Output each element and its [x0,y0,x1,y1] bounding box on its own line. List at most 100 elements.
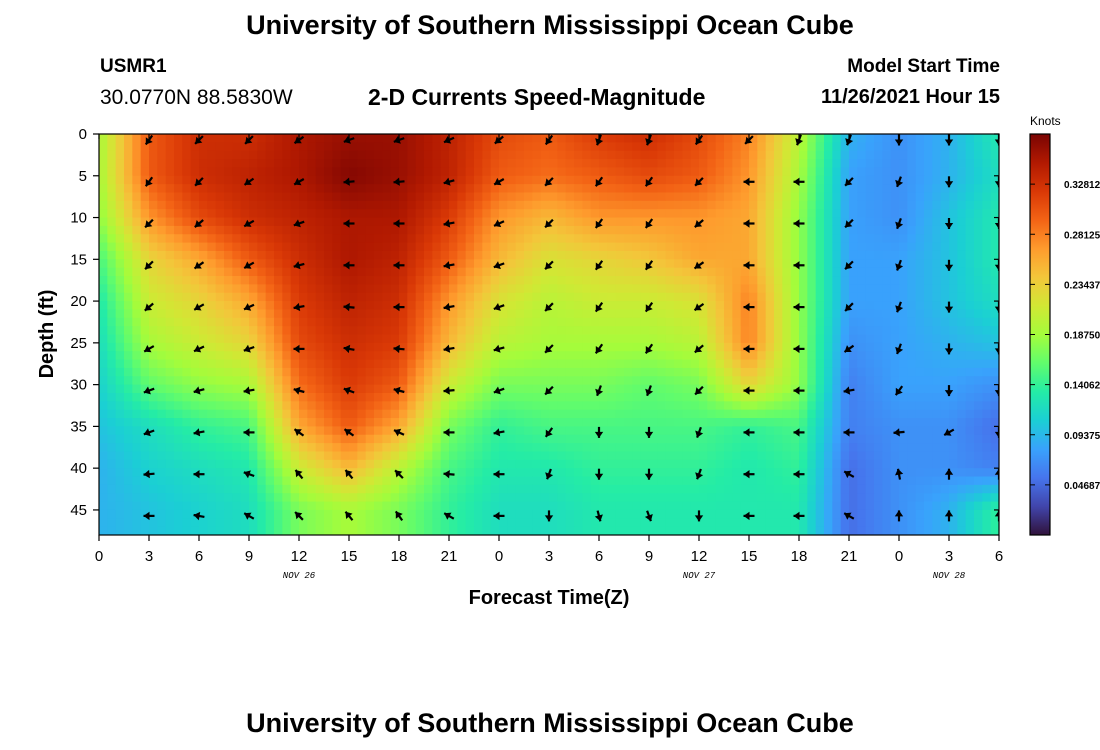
heatmap-cell [632,351,642,361]
heatmap-cell [107,225,117,235]
heatmap-cell [440,451,450,461]
heatmap-cell [915,443,925,453]
heatmap-cell [174,276,183,285]
heatmap-cell [215,367,225,377]
heatmap-cell [699,184,708,194]
heatmap-cell [915,242,925,252]
heatmap-cell [149,409,158,419]
heatmap-cell [490,451,500,461]
heatmap-cell [815,342,825,352]
heatmap-cell [457,192,467,202]
heatmap-cell [132,518,142,528]
heatmap-cell [332,284,342,294]
heatmap-cell [549,493,558,503]
heatmap-cell [340,175,350,185]
heatmap-cell [874,334,883,344]
heatmap-cell [757,459,767,469]
heatmap-cell [140,409,150,419]
heatmap-cell [607,409,617,419]
heatmap-cell [407,301,417,311]
heatmap-cell [974,418,983,427]
heatmap-cell [449,418,458,427]
heatmap-cell [482,259,492,269]
heatmap-cell [799,267,808,277]
heatmap-cell [440,259,450,269]
heatmap-cell [115,451,125,461]
heatmap-cell [590,342,600,352]
heatmap-cell [974,493,983,503]
heatmap-cell [940,334,950,344]
heatmap-cell [632,267,642,277]
heatmap-cell [490,401,500,411]
heatmap-cell [599,225,608,235]
heatmap-cell [674,234,683,244]
heatmap-cell [757,217,767,227]
heatmap-cell [357,267,367,277]
heatmap-cell [940,142,950,152]
heatmap-cell [382,468,392,478]
heatmap-cell [932,342,942,352]
heatmap-cell [482,142,492,152]
heatmap-cell [99,484,108,494]
heatmap-cell [865,225,875,235]
heatmap-cell [657,476,667,486]
heatmap-cell [315,225,325,235]
heatmap-cell [690,409,700,419]
heatmap-cell [465,134,475,143]
heatmap-cell [407,250,417,260]
heatmap-cell [882,234,892,244]
heatmap-cell [390,200,400,210]
heatmap-cell [824,401,833,411]
heatmap-cell [815,225,825,235]
heatmap-cell [765,392,775,402]
heatmap-cell [190,309,200,319]
heatmap-cell [449,459,458,469]
heatmap-cell [532,376,542,386]
heatmap-cell [157,484,167,494]
heatmap-cell [774,384,783,394]
heatmap-cell [649,476,658,486]
heatmap-cell [465,242,475,252]
heatmap-cell [849,134,858,143]
heatmap-cell [599,509,608,519]
heatmap-cell [140,284,150,294]
heatmap-cell [932,284,942,294]
heatmap-cell [349,493,358,503]
heatmap-cell [565,384,575,394]
heatmap-cell [924,334,933,344]
heatmap-cell [240,309,250,319]
heatmap-cell [482,367,492,377]
heatmap-cell [390,167,400,177]
heatmap-cell [899,292,908,302]
heatmap-cell [365,459,375,469]
heatmap-cell [199,459,208,469]
heatmap-cell [290,284,300,294]
heatmap-cell [582,284,592,294]
heatmap-cell [240,167,250,177]
heatmap-cell [482,409,492,419]
heatmap-cell [490,242,500,252]
heatmap-cell [757,134,767,143]
heatmap-cell [899,167,908,177]
heatmap-cell [682,192,692,202]
heatmap-cell [724,142,733,152]
heatmap-cell [557,217,567,227]
heatmap-cell [932,192,942,202]
heatmap-cell [515,501,525,511]
heatmap-cell [782,200,792,210]
heatmap-cell [982,309,992,319]
heatmap-cell [782,493,792,503]
heatmap-cell [707,242,717,252]
heatmap-cell [607,200,617,210]
heatmap-cell [615,217,625,227]
heatmap-cell [674,476,683,486]
heatmap-cell [874,367,883,377]
heatmap-cell [357,150,367,160]
heatmap-cell [657,367,667,377]
heatmap-cell [924,434,933,444]
heatmap-cell [865,150,875,160]
heatmap-cell [882,326,892,336]
heatmap-cell [182,359,192,369]
heatmap-cell [190,200,200,210]
heatmap-cell [707,150,717,160]
